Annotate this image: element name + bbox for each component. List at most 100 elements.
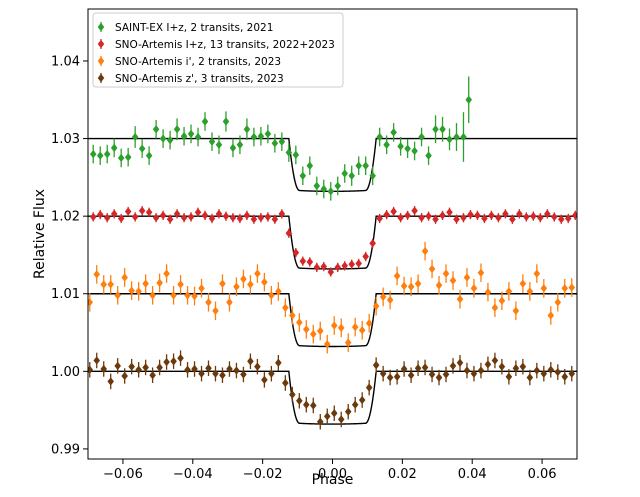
data-point — [198, 284, 205, 293]
y-axis-label: Relative Flux — [32, 189, 48, 279]
transit-model-curve — [88, 137, 577, 193]
data-point — [365, 383, 373, 392]
data-point — [135, 365, 142, 374]
data-point — [212, 306, 219, 316]
x-tick-label: −0.04 — [173, 467, 213, 482]
data-point — [296, 396, 303, 406]
data-point — [114, 291, 121, 300]
data-point — [323, 339, 331, 349]
data-point — [365, 319, 373, 328]
data-point — [187, 129, 195, 139]
data-point — [96, 151, 104, 160]
legend-entry-label: SNO-Artemis i', 2 transits, 2023 — [115, 56, 281, 68]
data-point — [418, 213, 425, 222]
legend-entry-label: SNO-Artemis I+z, 13 transits, 2022+2023 — [115, 39, 335, 51]
data-point — [310, 329, 317, 339]
data-point — [107, 377, 114, 386]
x-axis-label: Phase — [312, 472, 354, 488]
data-point — [117, 214, 125, 223]
data-point — [491, 303, 499, 312]
data-point — [463, 273, 471, 282]
data-point — [390, 128, 397, 137]
data-point — [393, 372, 401, 381]
data-point — [316, 326, 324, 336]
x-tick-label: 0.02 — [388, 467, 417, 482]
data-point — [327, 187, 335, 196]
data-point — [240, 370, 247, 379]
data-point — [516, 209, 523, 219]
data-point — [170, 357, 177, 366]
data-point — [236, 140, 244, 149]
data-point — [278, 209, 286, 219]
data-point — [554, 367, 562, 377]
data-point — [421, 246, 429, 256]
y-tick-label: 0.99 — [51, 442, 80, 457]
data-point — [411, 146, 418, 156]
data-point — [247, 357, 254, 366]
data-point — [355, 161, 362, 170]
y-tick-label: 1.04 — [51, 54, 80, 69]
data-series-layer — [88, 76, 577, 430]
data-point — [110, 209, 118, 219]
data-point — [512, 306, 520, 316]
data-point — [131, 132, 139, 142]
data-point — [551, 212, 558, 222]
data-point — [306, 161, 314, 170]
data-point — [250, 132, 258, 142]
data-point — [470, 284, 478, 293]
y-tick-label: 1.00 — [51, 365, 80, 380]
data-point — [404, 211, 411, 220]
data-point — [310, 401, 317, 410]
data-point — [166, 215, 174, 224]
data-point — [180, 132, 188, 141]
data-point — [568, 283, 576, 292]
data-point — [355, 259, 362, 268]
data-point — [446, 135, 453, 144]
data-point — [369, 239, 376, 248]
data-point — [414, 364, 422, 373]
data-point — [243, 211, 251, 220]
data-point — [152, 125, 160, 134]
data-point — [320, 262, 328, 271]
data-point — [268, 369, 275, 378]
data-point — [390, 207, 397, 216]
data-point — [138, 206, 146, 215]
data-point — [201, 211, 209, 220]
data-point — [505, 372, 513, 381]
x-tick-label: −0.06 — [103, 467, 143, 482]
data-point — [149, 291, 156, 300]
x-tick-label: 0.06 — [528, 467, 557, 482]
data-point — [163, 357, 170, 367]
data-point — [435, 281, 443, 290]
data-point — [250, 215, 258, 224]
data-point — [456, 294, 464, 304]
data-point — [379, 292, 387, 302]
y-tick-label: 1.02 — [51, 210, 80, 225]
data-point — [282, 378, 289, 388]
data-point — [191, 364, 198, 374]
data-point — [166, 135, 174, 145]
data-point — [103, 149, 111, 159]
data-point — [519, 362, 527, 371]
data-point — [404, 144, 411, 153]
data-point — [145, 151, 153, 160]
data-point — [330, 409, 338, 418]
data-point — [212, 369, 219, 378]
data-point — [299, 171, 307, 181]
data-point — [156, 278, 163, 288]
data-point — [233, 282, 240, 291]
data-point — [124, 207, 132, 216]
data-point — [463, 366, 471, 375]
data-point — [292, 248, 300, 257]
data-point — [540, 369, 548, 378]
data-point — [554, 298, 562, 307]
axes-layer: −0.06 −0.04 −0.02 0.00 0.02 0.04 0.06 0.99 1.00 1… — [51, 54, 557, 482]
data-point — [358, 326, 366, 335]
data-point — [177, 280, 184, 289]
data-point — [523, 212, 530, 222]
data-point — [93, 270, 101, 279]
data-point — [411, 206, 418, 215]
data-point — [439, 125, 446, 134]
data-point — [163, 269, 170, 278]
